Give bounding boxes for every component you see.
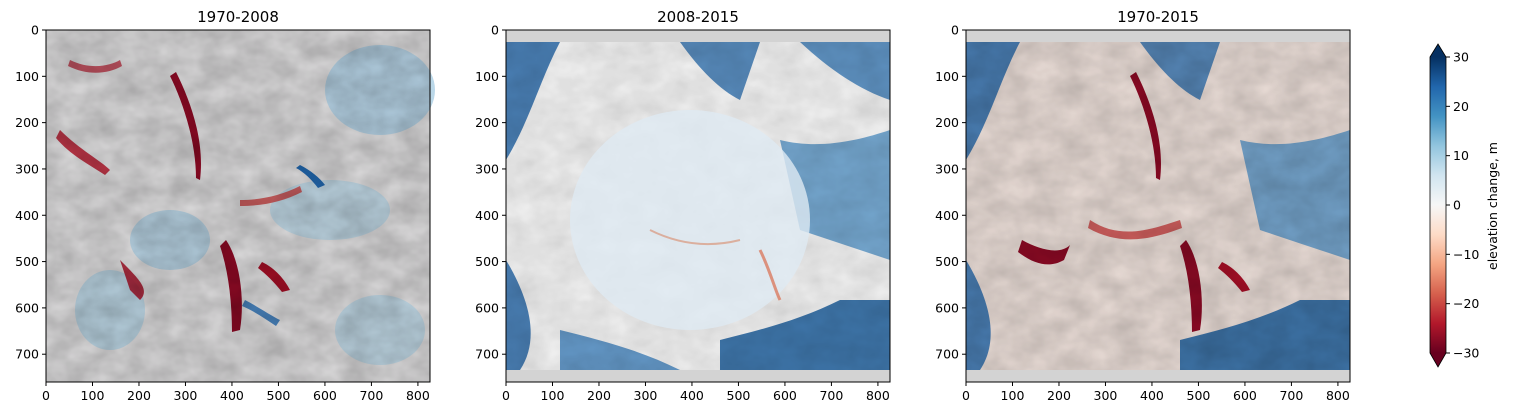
axes-frame [965, 29, 1351, 383]
y-axis: 0 100 200 300 400 500 600 700 [935, 23, 966, 362]
y-tick-label: 300 [935, 161, 959, 176]
x-axis: 0 100 200 300 400 500 600 700 800 [962, 382, 1350, 403]
y-tick-label: 0 [31, 23, 39, 38]
x-tick-label: 500 [267, 388, 291, 403]
y-tick-label: 200 [935, 115, 959, 130]
x-tick-label: 300 [174, 388, 198, 403]
colorbar-tick-label: −30 [1453, 346, 1479, 361]
y-tick-label: 500 [935, 254, 959, 269]
panel-title: 2008-2015 [657, 8, 739, 26]
x-tick-label: 700 [359, 388, 383, 403]
heatmap-image [966, 30, 1350, 382]
panel-title: 1970-2008 [197, 8, 279, 26]
axes-frame [45, 29, 431, 383]
x-tick-label: 0 [42, 388, 50, 403]
colorbar: 30 20 10 0 −10 −20 −30 elevation change, m [1429, 43, 1500, 368]
x-tick-label: 800 [406, 388, 430, 403]
panel-title: 1970-2015 [1117, 8, 1199, 26]
y-tick-label: 100 [475, 69, 499, 84]
x-tick-label: 0 [962, 388, 970, 403]
x-tick-label: 400 [1140, 388, 1164, 403]
y-tick-label: 700 [15, 347, 39, 362]
x-tick-label: 200 [1047, 388, 1071, 403]
x-tick-label: 200 [127, 388, 151, 403]
x-axis: 0 100 200 300 400 500 600 700 800 [502, 382, 890, 403]
x-tick-label: 500 [1187, 388, 1211, 403]
heatmap-image [506, 30, 890, 382]
panel-2008-2015: 2008-2015 0 100 200 300 400 500 600 700 0 100 200… [475, 8, 891, 403]
x-axis: 0 100 200 300 400 500 600 700 800 [42, 382, 430, 403]
colorbar-gradient [1430, 57, 1446, 353]
y-tick-label: 0 [951, 23, 959, 38]
colorbar-extend-bottom [1430, 353, 1446, 367]
panel-1970-2015: 1970-2015 0 100 200 300 400 500 600 700 0 100 200… [935, 8, 1351, 403]
x-tick-label: 100 [541, 388, 565, 403]
y-tick-label: 700 [475, 347, 499, 362]
x-tick-label: 100 [1001, 388, 1025, 403]
y-tick-label: 600 [475, 300, 499, 315]
x-tick-label: 300 [634, 388, 658, 403]
axes-frame [505, 29, 891, 383]
colorbar-extend-top [1430, 44, 1446, 57]
y-tick-label: 600 [935, 300, 959, 315]
y-tick-label: 200 [475, 115, 499, 130]
y-axis: 0 100 200 300 400 500 600 700 [475, 23, 506, 362]
x-tick-label: 100 [81, 388, 105, 403]
y-tick-label: 700 [935, 347, 959, 362]
y-tick-label: 200 [15, 115, 39, 130]
y-tick-label: 500 [15, 254, 39, 269]
y-tick-label: 400 [15, 208, 39, 223]
x-tick-label: 200 [587, 388, 611, 403]
x-tick-label: 700 [819, 388, 843, 403]
x-tick-label: 800 [1326, 388, 1350, 403]
y-tick-label: 600 [15, 300, 39, 315]
colorbar-ticks: 30 20 10 0 −10 −20 −30 [1446, 50, 1479, 361]
y-tick-label: 100 [15, 69, 39, 84]
x-tick-label: 700 [1279, 388, 1303, 403]
x-tick-label: 600 [313, 388, 337, 403]
colorbar-tick-label: 0 [1453, 198, 1461, 213]
y-tick-label: 400 [935, 208, 959, 223]
colorbar-tick-label: −20 [1453, 296, 1479, 311]
panel-1970-2008: 1970-2008 0 100 200 300 400 500 600 700 0 100 200… [15, 8, 435, 403]
y-tick-label: 300 [475, 161, 499, 176]
y-tick-label: 400 [475, 208, 499, 223]
y-axis: 0 100 200 300 400 500 600 700 [15, 23, 46, 362]
colorbar-tick-label: 20 [1453, 99, 1469, 114]
colorbar-tick-label: −10 [1453, 247, 1479, 262]
x-tick-label: 500 [727, 388, 751, 403]
x-tick-label: 300 [1094, 388, 1118, 403]
heatmap-image [46, 30, 435, 382]
x-tick-label: 400 [680, 388, 704, 403]
x-tick-label: 0 [502, 388, 510, 403]
colorbar-label: elevation change, m [1485, 142, 1500, 270]
x-tick-label: 600 [773, 388, 797, 403]
x-tick-label: 400 [220, 388, 244, 403]
colorbar-tick-label: 30 [1453, 50, 1469, 65]
y-tick-label: 500 [475, 254, 499, 269]
x-tick-label: 800 [866, 388, 890, 403]
y-tick-label: 0 [491, 23, 499, 38]
colorbar-tick-label: 10 [1453, 148, 1469, 163]
y-tick-label: 300 [15, 161, 39, 176]
y-tick-label: 100 [935, 69, 959, 84]
x-tick-label: 600 [1233, 388, 1257, 403]
